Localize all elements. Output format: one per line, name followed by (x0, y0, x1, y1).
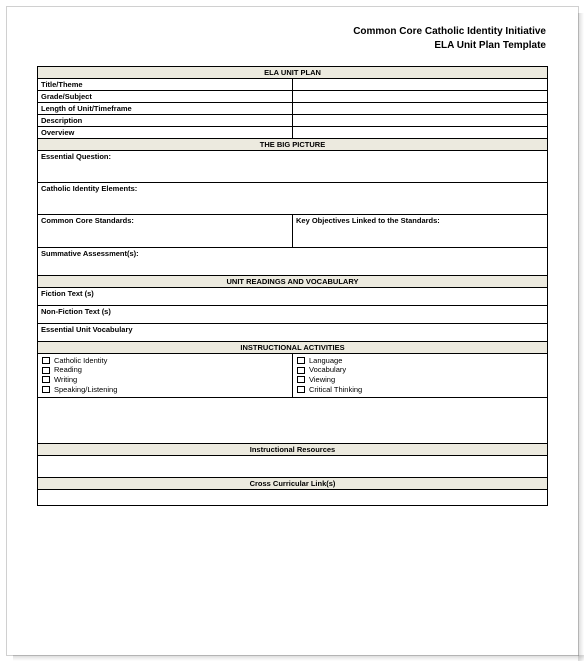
field-length (293, 103, 548, 115)
cb-reading: Reading (42, 365, 288, 375)
cb-writing: Writing (42, 375, 288, 385)
label-vocab: Essential Unit Vocabulary (38, 323, 548, 341)
cb-critical: Critical Thinking (297, 385, 543, 395)
page-header: Common Core Catholic Identity Initiative… (37, 25, 548, 52)
label-essential-question: Essential Question: (38, 151, 548, 183)
field-grade-subject (293, 91, 548, 103)
cb-label: Language (309, 356, 342, 366)
label-common-core: Common Core Standards: (38, 215, 293, 247)
label-catholic-identity: Catholic Identity Elements: (38, 183, 548, 215)
header-line-1: Common Core Catholic Identity Initiative (37, 25, 546, 39)
document-page: Common Core Catholic Identity Initiative… (6, 6, 579, 656)
cb-label: Viewing (309, 375, 335, 385)
cb-label: Critical Thinking (309, 385, 362, 395)
section-big-picture: THE BIG PICTURE (38, 139, 548, 151)
resources-blank (38, 455, 548, 477)
cb-viewing: Viewing (297, 375, 543, 385)
cross-blank (38, 489, 548, 505)
section-cross: Cross Curricular Link(s) (38, 477, 548, 489)
cb-label: Vocabulary (309, 365, 346, 375)
label-overview: Overview (38, 127, 293, 139)
checkbox-icon (42, 376, 50, 383)
cb-label: Writing (54, 375, 77, 385)
cb-vocabulary: Vocabulary (297, 365, 543, 375)
checkbox-icon (42, 367, 50, 374)
cb-speaking: Speaking/Listening (42, 385, 288, 395)
activities-right: Language Vocabulary Viewing Critical Thi… (293, 353, 548, 397)
unit-plan-table: ELA UNIT PLAN Title/Theme Grade/Subject … (37, 66, 548, 215)
section-resources: Instructional Resources (38, 443, 548, 455)
section-readings: UNIT READINGS AND VOCABULARY (38, 275, 548, 287)
cb-label: Speaking/Listening (54, 385, 117, 395)
checkbox-icon (297, 376, 305, 383)
checkbox-icon (297, 357, 305, 364)
label-key-objectives: Key Objectives Linked to the Standards: (293, 215, 548, 247)
field-overview (293, 127, 548, 139)
activities-blank (38, 397, 548, 443)
checkbox-icon (297, 386, 305, 393)
cb-catholic-identity: Catholic Identity (42, 356, 288, 366)
standards-table: Common Core Standards: Key Objectives Li… (37, 215, 548, 506)
field-title-theme (293, 79, 548, 91)
field-description (293, 115, 548, 127)
section-ela-unit-plan: ELA UNIT PLAN (38, 67, 548, 79)
checkbox-icon (297, 367, 305, 374)
label-length: Length of Unit/Timeframe (38, 103, 293, 115)
label-description: Description (38, 115, 293, 127)
label-grade-subject: Grade/Subject (38, 91, 293, 103)
label-title-theme: Title/Theme (38, 79, 293, 91)
label-fiction: Fiction Text (s) (38, 287, 548, 305)
cb-label: Catholic Identity (54, 356, 107, 366)
label-summative: Summative Assessment(s): (38, 247, 548, 275)
activities-left: Catholic Identity Reading Writing Speaki… (38, 353, 293, 397)
checkbox-icon (42, 386, 50, 393)
label-nonfiction: Non-Fiction Text (s) (38, 305, 548, 323)
cb-language: Language (297, 356, 543, 366)
cb-label: Reading (54, 365, 82, 375)
checkbox-icon (42, 357, 50, 364)
section-activities: INSTRUCTIONAL ACTIVITIES (38, 341, 548, 353)
header-line-2: ELA Unit Plan Template (37, 39, 546, 53)
